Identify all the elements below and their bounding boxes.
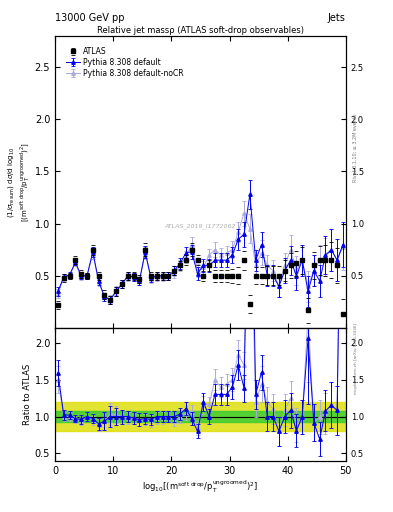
Text: mcplots.cern.ch [arXiv:1306.3436]: mcplots.cern.ch [arXiv:1306.3436] xyxy=(354,323,358,394)
Y-axis label: $(1/\sigma_{\rm resum})$ d$\sigma$/d log$_{10}$
[(m$^{\rm soft\ drop}$/p$_T^{\rm: $(1/\sigma_{\rm resum})$ d$\sigma$/d log… xyxy=(7,142,32,222)
Y-axis label: Ratio to ATLAS: Ratio to ATLAS xyxy=(23,364,32,425)
Text: Rivet 3.1.10; ≥ 3.2M events: Rivet 3.1.10; ≥ 3.2M events xyxy=(353,114,358,182)
Title: Relative jet massρ (ATLAS soft-drop observables): Relative jet massρ (ATLAS soft-drop obse… xyxy=(97,26,304,35)
Text: 13000 GeV pp: 13000 GeV pp xyxy=(55,13,125,23)
Legend: ATLAS, Pythia 8.308 default, Pythia 8.308 default-noCR: ATLAS, Pythia 8.308 default, Pythia 8.30… xyxy=(65,46,185,79)
Bar xyxy=(55,402,346,431)
Text: ATLAS_2019_I1772062: ATLAS_2019_I1772062 xyxy=(165,223,236,228)
Text: Jets: Jets xyxy=(328,13,346,23)
Bar xyxy=(55,411,346,422)
X-axis label: log$_{10}$[(m$^{\rm soft\ drop}$/p$_{\rm T}^{\rm ungroomed}$)$^2$]: log$_{10}$[(m$^{\rm soft\ drop}$/p$_{\rm… xyxy=(142,478,259,495)
